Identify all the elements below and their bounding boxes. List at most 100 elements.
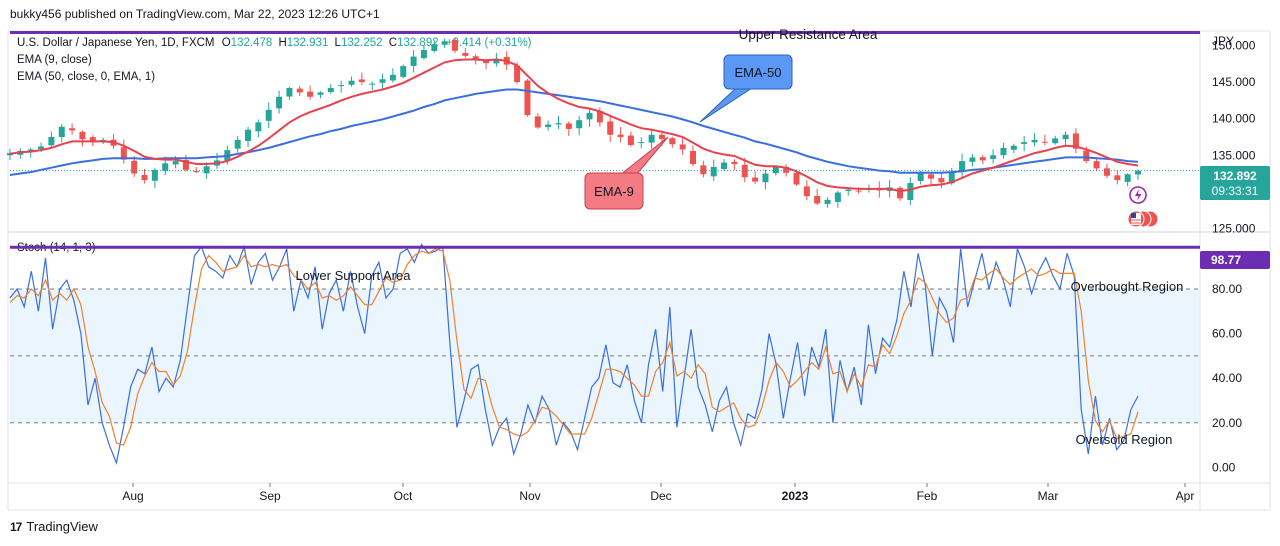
candle-body	[969, 157, 976, 162]
candle-body	[524, 80, 531, 116]
ema9-callout-text: EMA-9	[594, 184, 634, 199]
candle-body	[286, 88, 293, 97]
candle-body	[245, 129, 252, 141]
currency-label: JPY	[1212, 34, 1234, 48]
candle-body	[669, 138, 676, 145]
candle-body	[721, 162, 728, 169]
time-tick-label: Apr	[1176, 489, 1195, 503]
candle-body	[948, 172, 955, 184]
candle-body	[1103, 168, 1110, 176]
candle-body	[907, 183, 914, 200]
time-axis[interactable]: Aug Sep Oct Nov Dec 2023 Feb Mar Apr	[122, 483, 1194, 503]
tradingview-logo-icon: 17	[10, 519, 22, 534]
time-tick-label: Nov	[519, 489, 540, 503]
candle-body	[296, 88, 303, 93]
candle-body	[1052, 138, 1059, 144]
candle-body	[1124, 174, 1131, 182]
open-label: O	[222, 37, 231, 49]
stoch-d-line	[9, 248, 1139, 446]
stoch-tick-label: 20.00	[1212, 416, 1242, 430]
time-tick-label: Mar	[1038, 489, 1059, 503]
close-label: C	[389, 37, 397, 49]
ema9-callout-box	[584, 172, 644, 210]
candle-body	[7, 153, 13, 156]
candle-body	[576, 120, 583, 129]
overbought-label: Overbought Region	[1071, 279, 1184, 294]
candle-body	[172, 161, 179, 165]
price-axis-ticks[interactable]: 150.000 145.000 140.000 135.000 125.000	[1212, 39, 1256, 236]
candle-body	[182, 159, 189, 170]
candle-body	[1062, 134, 1069, 140]
stoch-tick-label: 40.00	[1212, 371, 1242, 385]
candle-body	[420, 50, 427, 59]
tradingview-logo[interactable]: 17 TradingView	[10, 519, 98, 534]
candle-body	[896, 187, 903, 199]
ema50-callout-box	[723, 54, 793, 90]
candle-body	[783, 167, 790, 173]
candle-body	[627, 135, 634, 146]
candle-body	[928, 174, 935, 179]
candle-body	[193, 171, 200, 173]
candle-body	[379, 79, 386, 83]
candle-body	[203, 166, 210, 174]
time-tick-label: Sep	[259, 489, 281, 503]
time-tick-label: 2023	[782, 489, 809, 503]
stoch-axis-ticks[interactable]: 80.00 60.00 40.00 20.00 0.00	[1212, 282, 1242, 474]
candle-body	[514, 65, 521, 83]
candle-body	[472, 56, 479, 61]
candle-body	[89, 137, 96, 143]
candle-body	[700, 165, 707, 175]
last-price-value: 132.892	[1213, 169, 1257, 183]
time-tick-label: Dec	[650, 489, 671, 503]
candle-body	[400, 66, 407, 77]
candle-body	[845, 189, 852, 191]
candle-body	[151, 169, 158, 181]
stoch-k-line	[9, 243, 1139, 466]
price-tick-label: 135.000	[1212, 148, 1256, 162]
candle-body	[58, 126, 65, 137]
candle-body	[234, 139, 241, 149]
candle-body	[1083, 150, 1090, 162]
price-tick-label: 140.000	[1212, 112, 1256, 126]
candle-body	[1021, 142, 1028, 144]
ema9-callout[interactable]: EMA-9	[584, 136, 669, 210]
candle-body	[1093, 161, 1100, 169]
candle-body	[265, 109, 272, 121]
candle-body	[493, 58, 500, 64]
stoch-tick-label: 80.00	[1212, 282, 1242, 296]
price-tick-label: 125.000	[1212, 221, 1256, 235]
candle-body	[120, 147, 127, 160]
stoch-tick-label: 0.00	[1212, 460, 1236, 474]
us-flag-event-icon[interactable]	[1127, 210, 1159, 228]
candle-body	[690, 150, 697, 165]
candle-body	[658, 134, 665, 140]
time-tick-label: Feb	[917, 489, 938, 503]
lightning-event-icon[interactable]	[1129, 186, 1147, 204]
candle-body	[327, 88, 334, 93]
candle-body	[307, 91, 314, 97]
candle-body	[979, 157, 986, 161]
candle-body	[731, 161, 738, 165]
candle-body	[1114, 175, 1121, 181]
candle-body	[990, 155, 997, 159]
candle-body	[358, 79, 365, 83]
candle-body	[555, 123, 562, 125]
ema9-line	[9, 58, 1139, 193]
symbol-ohlc-line: U.S. Dollar / Japanese Yen, 1D, FXCM O13…	[17, 37, 532, 49]
publisher-line: bukky456 published on TradingView.com, M…	[10, 7, 380, 21]
candle-body	[462, 52, 469, 56]
candle-body	[441, 41, 448, 45]
candle-body	[741, 164, 748, 178]
ema9-legend[interactable]: EMA (9, close)	[17, 54, 92, 66]
candle-body	[803, 186, 810, 197]
candle-body	[162, 163, 169, 172]
high-label: H	[278, 37, 286, 49]
candle-body	[1000, 147, 1007, 156]
ema50-callout[interactable]: EMA-50	[699, 54, 793, 123]
candle-body	[679, 144, 686, 150]
candle-body	[483, 60, 490, 64]
candle-body	[648, 134, 655, 143]
ema50-legend[interactable]: EMA (50, close, 0, EMA, 1)	[17, 71, 155, 83]
candle-body	[917, 173, 924, 181]
